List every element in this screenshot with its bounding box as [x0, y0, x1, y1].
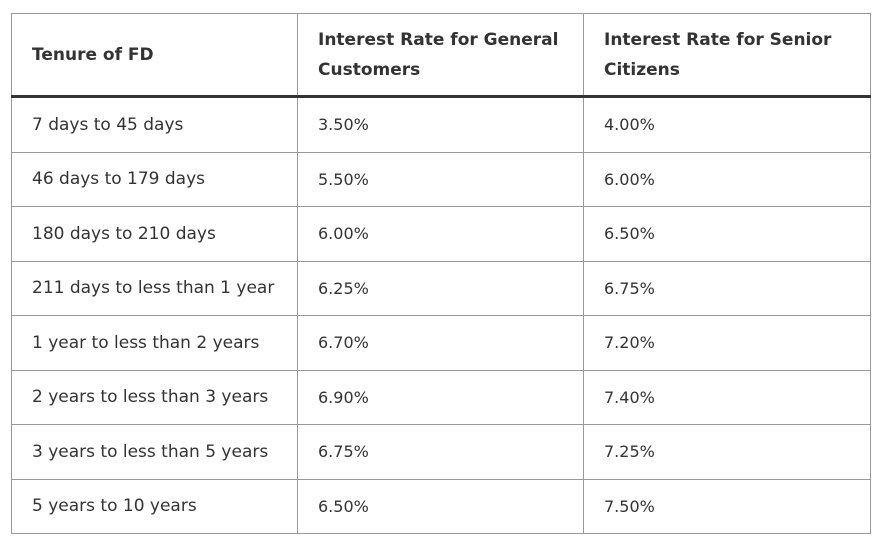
table-row: 2 years to less than 3 years 6.90% 7.40% [11, 369, 871, 425]
tenure-cell: 46 days to 179 days [11, 151, 298, 207]
table-header: Tenure of FD Interest Rate for General C… [11, 13, 871, 98]
table-row: 211 days to less than 1 year 6.25% 6.75% [11, 260, 871, 316]
table-row: 5 years to 10 years 6.50% 7.50% [11, 478, 871, 534]
senior-rate-cell: 7.50% [583, 478, 871, 534]
senior-rate-cell: 7.20% [583, 315, 871, 371]
senior-rate-cell: 4.00% [583, 96, 871, 153]
header-row: Tenure of FD Interest Rate for General C… [11, 13, 871, 98]
table-row: 1 year to less than 2 years 6.70% 7.20% [11, 315, 871, 371]
table-row: 7 days to 45 days 3.50% 4.00% [11, 96, 871, 153]
general-rate-cell: 6.90% [297, 369, 584, 425]
senior-rate-cell: 7.40% [583, 369, 871, 425]
header-general-rate: Interest Rate for General Customers [297, 13, 584, 98]
header-tenure: Tenure of FD [11, 13, 298, 98]
tenure-cell: 7 days to 45 days [11, 96, 298, 153]
senior-rate-cell: 6.75% [583, 260, 871, 316]
general-rate-cell: 6.00% [297, 206, 584, 262]
senior-rate-cell: 6.00% [583, 151, 871, 207]
tenure-cell: 5 years to 10 years [11, 478, 298, 534]
tenure-cell: 1 year to less than 2 years [11, 315, 298, 371]
senior-rate-cell: 6.50% [583, 206, 871, 262]
table-row: 3 years to less than 5 years 6.75% 7.25% [11, 424, 871, 480]
tenure-cell: 2 years to less than 3 years [11, 369, 298, 425]
tenure-cell: 211 days to less than 1 year [11, 260, 298, 316]
senior-rate-cell: 7.25% [583, 424, 871, 480]
table-row: 180 days to 210 days 6.00% 6.50% [11, 206, 871, 262]
general-rate-cell: 6.75% [297, 424, 584, 480]
tenure-cell: 3 years to less than 5 years [11, 424, 298, 480]
general-rate-cell: 6.50% [297, 478, 584, 534]
fd-interest-rate-table: Tenure of FD Interest Rate for General C… [11, 13, 871, 534]
table-row: 46 days to 179 days 5.50% 6.00% [11, 151, 871, 207]
header-senior-rate: Interest Rate for Senior Citizens [583, 13, 871, 98]
table-body: 7 days to 45 days 3.50% 4.00% 46 days to… [11, 96, 871, 534]
general-rate-cell: 3.50% [297, 96, 584, 153]
tenure-cell: 180 days to 210 days [11, 206, 298, 262]
general-rate-cell: 6.25% [297, 260, 584, 316]
general-rate-cell: 6.70% [297, 315, 584, 371]
general-rate-cell: 5.50% [297, 151, 584, 207]
